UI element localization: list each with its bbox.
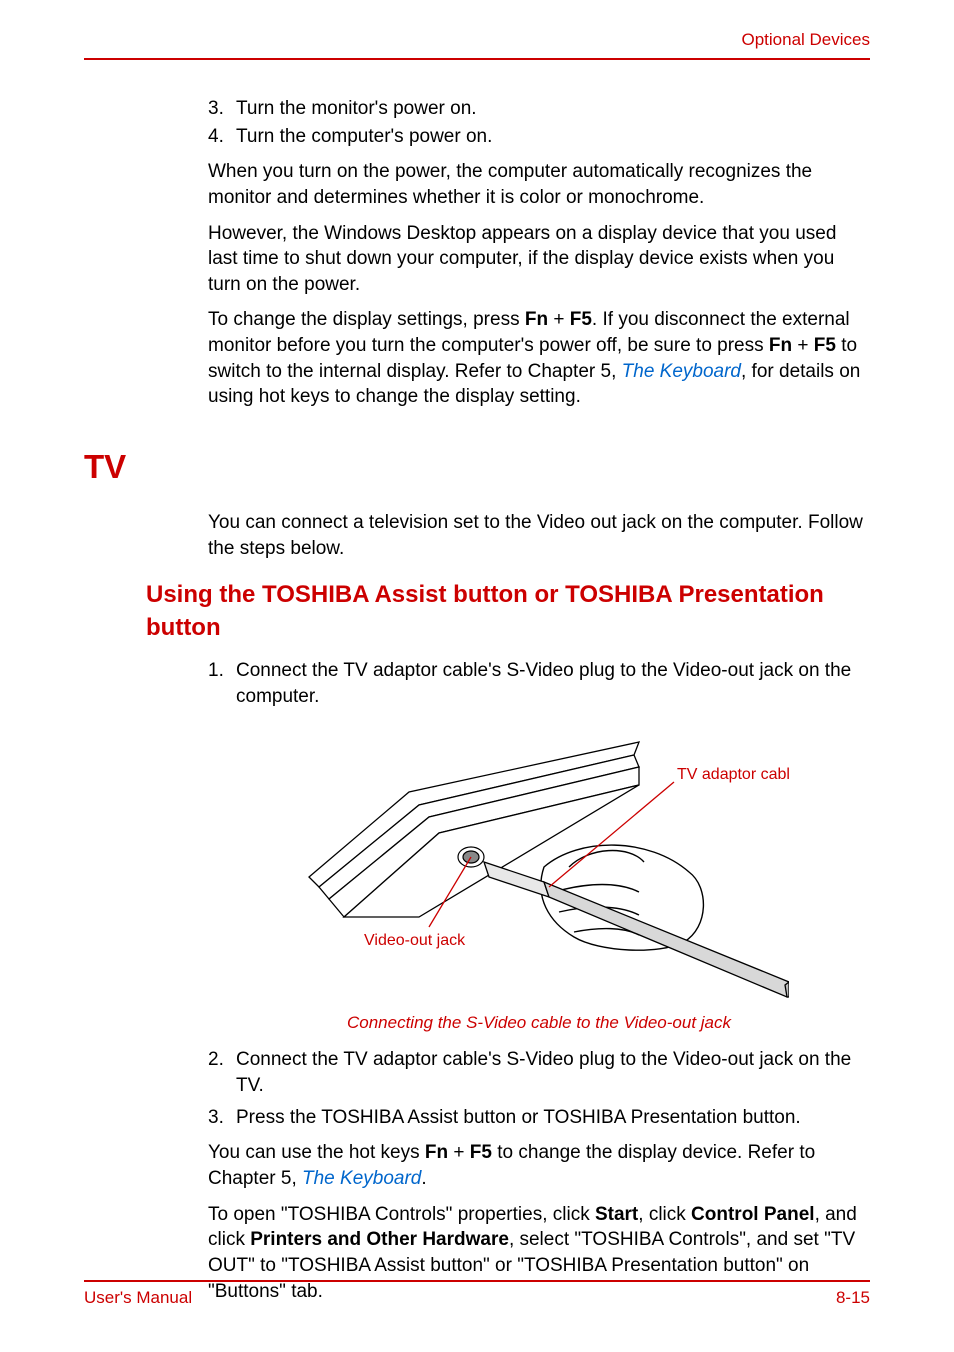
list-item: 3. Press the TOSHIBA Assist button or TO… — [208, 1105, 870, 1131]
key-fn: Fn — [769, 335, 792, 356]
list-text: Connect the TV adaptor cable's S-Video p… — [236, 658, 870, 709]
paragraph: When you turn on the power, the computer… — [208, 159, 870, 210]
label-tv-adaptor-cable: TV adaptor cable — [677, 766, 789, 783]
list-text: Turn the monitor's power on. — [236, 96, 870, 122]
bold-printers: Printers and Other Hardware — [250, 1229, 509, 1250]
text: . — [421, 1168, 426, 1189]
text: , click — [638, 1204, 691, 1225]
text: + — [548, 309, 570, 330]
figure-svideo: Video-out jack TV adaptor cable Connecti… — [208, 727, 870, 1033]
text: You can use the hot keys — [208, 1142, 425, 1163]
key-f5: F5 — [470, 1142, 492, 1163]
list-number: 1. — [208, 658, 236, 709]
footer-rule — [84, 1280, 870, 1282]
list-item: 2. Connect the TV adaptor cable's S-Vide… — [208, 1047, 870, 1098]
key-fn: Fn — [425, 1142, 448, 1163]
list-item: 4. Turn the computer's power on. — [208, 124, 870, 150]
text: + — [448, 1142, 470, 1163]
paragraph: You can connect a television set to the … — [208, 510, 870, 561]
footer-left: User's Manual — [84, 1288, 192, 1308]
bold-start: Start — [595, 1204, 638, 1225]
list-number: 2. — [208, 1047, 236, 1098]
key-fn: Fn — [525, 309, 548, 330]
list-item: 1. Connect the TV adaptor cable's S-Vide… — [208, 658, 870, 709]
label-video-out-jack: Video-out jack — [364, 932, 466, 949]
list-text: Press the TOSHIBA Assist button or TOSHI… — [236, 1105, 870, 1131]
paragraph: However, the Windows Desktop appears on … — [208, 221, 870, 298]
header-section: Optional Devices — [84, 30, 870, 50]
list-item: 3. Turn the monitor's power on. — [208, 96, 870, 122]
text: To open "TOSHIBA Controls" properties, c… — [208, 1204, 595, 1225]
list-number: 3. — [208, 1105, 236, 1131]
figure-caption: Connecting the S-Video cable to the Vide… — [208, 1013, 870, 1033]
link-keyboard[interactable]: The Keyboard — [302, 1168, 421, 1189]
key-f5: F5 — [570, 309, 592, 330]
heading-assist: Using the TOSHIBA Assist button or TOSHI… — [146, 579, 870, 644]
list-number: 3. — [208, 96, 236, 122]
list-text: Connect the TV adaptor cable's S-Video p… — [236, 1047, 870, 1098]
key-f5: F5 — [814, 335, 836, 356]
list-number: 4. — [208, 124, 236, 150]
paragraph: To change the display settings, press Fn… — [208, 307, 870, 410]
bold-control-panel: Control Panel — [691, 1204, 815, 1225]
heading-tv: TV — [84, 448, 870, 486]
list-text: Turn the computer's power on. — [236, 124, 870, 150]
text: + — [792, 335, 814, 356]
diagram-svideo-icon: Video-out jack TV adaptor cable — [289, 727, 789, 1007]
footer-page-number: 8-15 — [836, 1288, 870, 1308]
paragraph: You can use the hot keys Fn + F5 to chan… — [208, 1140, 870, 1191]
footer: User's Manual 8-15 — [84, 1280, 870, 1308]
text: To change the display settings, press — [208, 309, 525, 330]
header-rule — [84, 58, 870, 60]
link-keyboard[interactable]: The Keyboard — [622, 361, 741, 382]
